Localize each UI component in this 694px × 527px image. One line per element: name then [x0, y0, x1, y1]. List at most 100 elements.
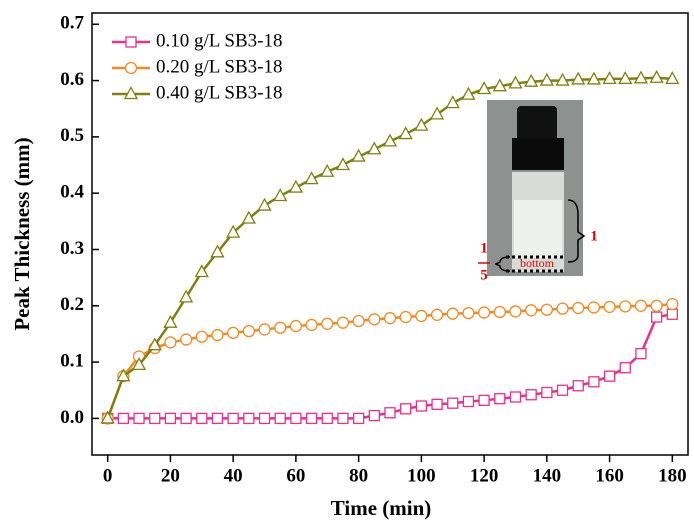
marker — [650, 311, 663, 323]
marker — [305, 318, 318, 332]
marker — [415, 309, 428, 323]
bracket — [494, 256, 511, 272]
marker — [274, 321, 287, 334]
x-tick-label: 140 — [533, 465, 562, 486]
annotation: 5 — [480, 267, 488, 283]
marker — [133, 412, 145, 425]
marker — [227, 326, 240, 339]
marker — [288, 179, 303, 193]
marker — [509, 305, 522, 318]
marker — [258, 323, 271, 336]
marker — [586, 71, 601, 85]
marker — [619, 300, 632, 313]
x-tick-label: 40 — [224, 465, 243, 486]
marker — [211, 412, 224, 425]
series-line — [107, 313, 673, 420]
marker — [368, 409, 380, 422]
legend-label: 0.40 g/L SB3-18 — [156, 82, 283, 103]
marker — [430, 308, 444, 321]
x-tick-label: 100 — [407, 465, 436, 486]
vial-cap — [517, 106, 557, 142]
marker — [258, 412, 271, 425]
x-tick-label: 0 — [103, 465, 113, 486]
marker — [494, 393, 506, 405]
marker — [116, 368, 131, 382]
marker — [289, 319, 303, 333]
annotation: 1 — [480, 240, 488, 256]
legend-marker — [125, 36, 137, 48]
marker — [290, 412, 302, 425]
marker — [131, 357, 147, 371]
y-tick-label: 0.6 — [60, 69, 84, 90]
marker — [524, 73, 539, 87]
marker — [414, 117, 429, 131]
marker — [227, 412, 239, 425]
marker — [210, 244, 225, 258]
marker — [635, 347, 647, 360]
marker — [633, 70, 649, 84]
annotation: 1 — [590, 228, 598, 244]
marker — [508, 75, 523, 89]
marker — [492, 78, 507, 92]
marker — [603, 370, 616, 382]
marker — [257, 197, 272, 211]
series-line — [106, 76, 673, 419]
marker — [304, 171, 319, 185]
marker — [384, 407, 396, 419]
vial-cap-base — [512, 138, 564, 170]
vial-liquid — [514, 200, 562, 258]
marker — [493, 305, 506, 319]
marker — [525, 304, 538, 317]
legend-label: 0.10 g/L SB3-18 — [156, 30, 283, 51]
marker — [539, 72, 554, 86]
marker — [556, 384, 569, 396]
marker — [398, 126, 413, 140]
y-tick-label: 0.5 — [60, 125, 84, 146]
marker — [117, 412, 130, 425]
plot-frame — [91, 12, 689, 456]
marker — [525, 389, 537, 401]
marker — [336, 316, 350, 329]
marker — [179, 333, 193, 346]
x-tick-label: 80 — [349, 465, 368, 486]
inset-photo: 1 1 5 bottom — [478, 100, 598, 283]
marker — [305, 412, 318, 425]
marker — [352, 314, 365, 328]
marker — [368, 313, 381, 326]
marker — [180, 412, 192, 425]
marker — [195, 330, 208, 343]
marker — [618, 71, 633, 85]
y-tick-label: 0.2 — [60, 294, 84, 315]
marker — [382, 133, 398, 147]
marker — [164, 412, 177, 425]
marker — [367, 141, 382, 155]
marker — [650, 299, 663, 312]
marker — [211, 328, 224, 342]
marker — [619, 362, 631, 374]
marker — [194, 264, 209, 278]
marker — [429, 106, 445, 120]
legend-label: 0.20 g/L SB3-18 — [156, 56, 283, 77]
marker — [602, 71, 617, 85]
y-tick-label: 0.1 — [60, 350, 84, 371]
marker — [634, 299, 648, 312]
marker — [509, 391, 522, 403]
marker — [149, 412, 161, 425]
marker — [477, 306, 491, 319]
marker — [588, 376, 600, 388]
marker — [446, 307, 459, 320]
y-tick-label: 0.0 — [60, 407, 84, 428]
marker — [555, 72, 570, 86]
marker — [665, 71, 680, 85]
x-tick-label: 160 — [595, 465, 624, 486]
y-tick-label: 0.7 — [60, 13, 84, 34]
x-axis-label: Time (min) — [331, 496, 432, 520]
marker — [147, 337, 162, 351]
marker — [666, 297, 679, 311]
x-tick-label: 20 — [161, 465, 180, 486]
marker — [241, 210, 256, 224]
marker — [461, 86, 476, 100]
marker — [587, 301, 601, 314]
marker — [243, 412, 255, 425]
